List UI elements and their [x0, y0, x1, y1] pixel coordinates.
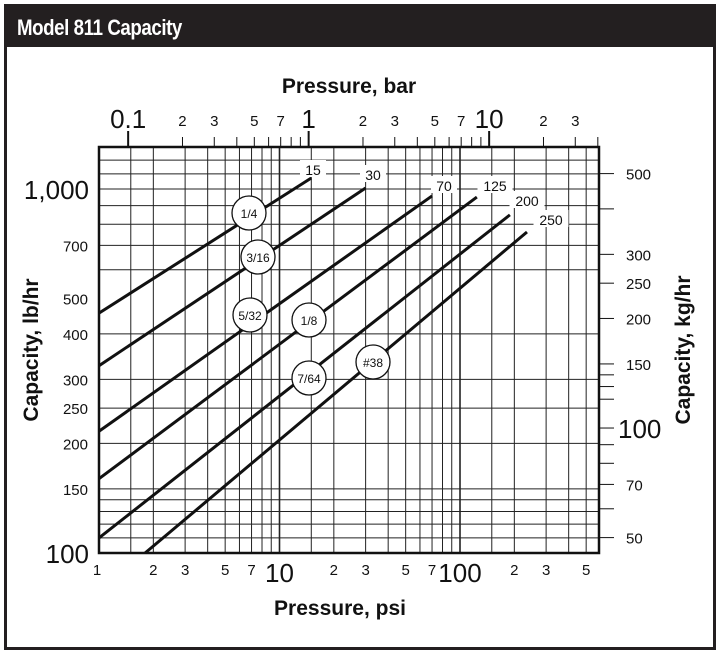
max-pressure-label: 125 — [483, 178, 507, 194]
x2-tick-label: 2 — [539, 113, 547, 130]
pressure-label-bg — [360, 165, 386, 182]
x2-tick-label: 5 — [431, 113, 439, 130]
orifice-size-label: #38 — [363, 356, 383, 370]
x2-tick-label: 3 — [391, 113, 399, 130]
title-bar: Model 811 Capacity — [7, 7, 713, 47]
y2-tick-label: 70 — [626, 477, 643, 494]
x2-tick-label: 0.1 — [110, 104, 146, 134]
y2-tick-label: 500 — [626, 167, 651, 184]
y-tick-label: 150 — [63, 482, 88, 499]
y2-tick-label: 100 — [618, 414, 661, 444]
y-tick-label: 500 — [63, 292, 88, 309]
y2-tick-label: 150 — [626, 357, 651, 374]
orifice-size-label: 1/8 — [301, 314, 318, 328]
y-tick-label: 200 — [63, 436, 88, 453]
orifice-badge — [231, 195, 267, 231]
chart-title: Model 811 Capacity — [17, 15, 182, 40]
y-tick-label: 1,000 — [24, 175, 89, 205]
x2-tick-label: 10 — [475, 104, 504, 134]
y-tick-label: 300 — [63, 372, 88, 389]
x2-tick-label: 7 — [277, 113, 285, 130]
pressure-label-bg — [477, 176, 513, 193]
max-pressure-label: 250 — [539, 212, 563, 228]
x-tick-label: 5 — [401, 562, 409, 579]
series-line-316 — [98, 186, 367, 367]
x2-axis-title: Pressure, bar — [282, 75, 416, 98]
y2-axis-title: Capacity, kg/hr — [672, 276, 695, 425]
pressure-label-bg — [300, 160, 326, 177]
max-pressure-label: 15 — [305, 162, 321, 178]
orifice-size-label: 7/64 — [297, 372, 321, 386]
chart-frame: Model 811 Capacity — [4, 4, 716, 650]
x2-tick-label: 1 — [301, 104, 315, 134]
pressure-label-bg — [509, 191, 545, 208]
x2-tick-label: 3 — [210, 113, 218, 130]
orifice-size-label: 5/32 — [238, 309, 262, 323]
x2-tick-label: 3 — [571, 113, 579, 130]
orifice-badge — [355, 344, 391, 380]
x-tick-label: 1 — [93, 562, 101, 579]
y2-tick-label: 200 — [626, 311, 651, 328]
x-tick-label: 7 — [428, 562, 436, 579]
orifice-size-label: 1/4 — [241, 207, 258, 221]
x-tick-label: 3 — [542, 562, 550, 579]
x-tick-label: 2 — [149, 562, 157, 579]
series-line-38 — [144, 230, 528, 555]
orifice-size-label: 3/16 — [246, 251, 270, 265]
max-pressure-label: 70 — [436, 178, 452, 194]
max-pressure-label: 30 — [365, 167, 381, 183]
series-line-18 — [98, 195, 478, 480]
orifice-badge — [240, 239, 276, 275]
y2-tick-label: 300 — [626, 247, 651, 264]
x-tick-label: 3 — [361, 562, 369, 579]
y-tick-label: 400 — [63, 327, 88, 344]
x-tick-label: 2 — [330, 562, 338, 579]
plot-border — [97, 145, 601, 555]
y-tick-label: 700 — [63, 238, 88, 255]
x-tick-label: 10 — [265, 558, 294, 588]
x2-tick-label: 2 — [359, 113, 367, 130]
pressure-label-bg — [431, 176, 457, 193]
orifice-badge — [291, 360, 327, 396]
x2-tick-label: 5 — [250, 113, 258, 130]
pressure-label-bg — [533, 210, 569, 227]
x-tick-label: 7 — [247, 562, 255, 579]
y2-tick-label: 50 — [626, 531, 643, 548]
y2-tick-label: 250 — [626, 276, 651, 293]
orifice-badge — [232, 297, 268, 333]
x2-tick-label: 2 — [178, 113, 186, 130]
orifice-badge — [291, 302, 327, 338]
series-line-14 — [98, 176, 313, 315]
x-tick-label: 2 — [510, 562, 518, 579]
y-axis-title: Capacity, lb/hr — [20, 278, 43, 421]
x-tick-label: 5 — [221, 562, 229, 579]
x-axis-title: Pressure, psi — [274, 597, 406, 620]
x2-tick-label: 7 — [457, 113, 465, 130]
x-tick-label: 5 — [582, 562, 590, 579]
max-pressure-label: 200 — [515, 193, 539, 209]
y-tick-label: 250 — [63, 401, 88, 418]
y-tick-label: 100 — [46, 539, 89, 569]
x-tick-label: 3 — [181, 562, 189, 579]
x-tick-label: 100 — [438, 558, 481, 588]
